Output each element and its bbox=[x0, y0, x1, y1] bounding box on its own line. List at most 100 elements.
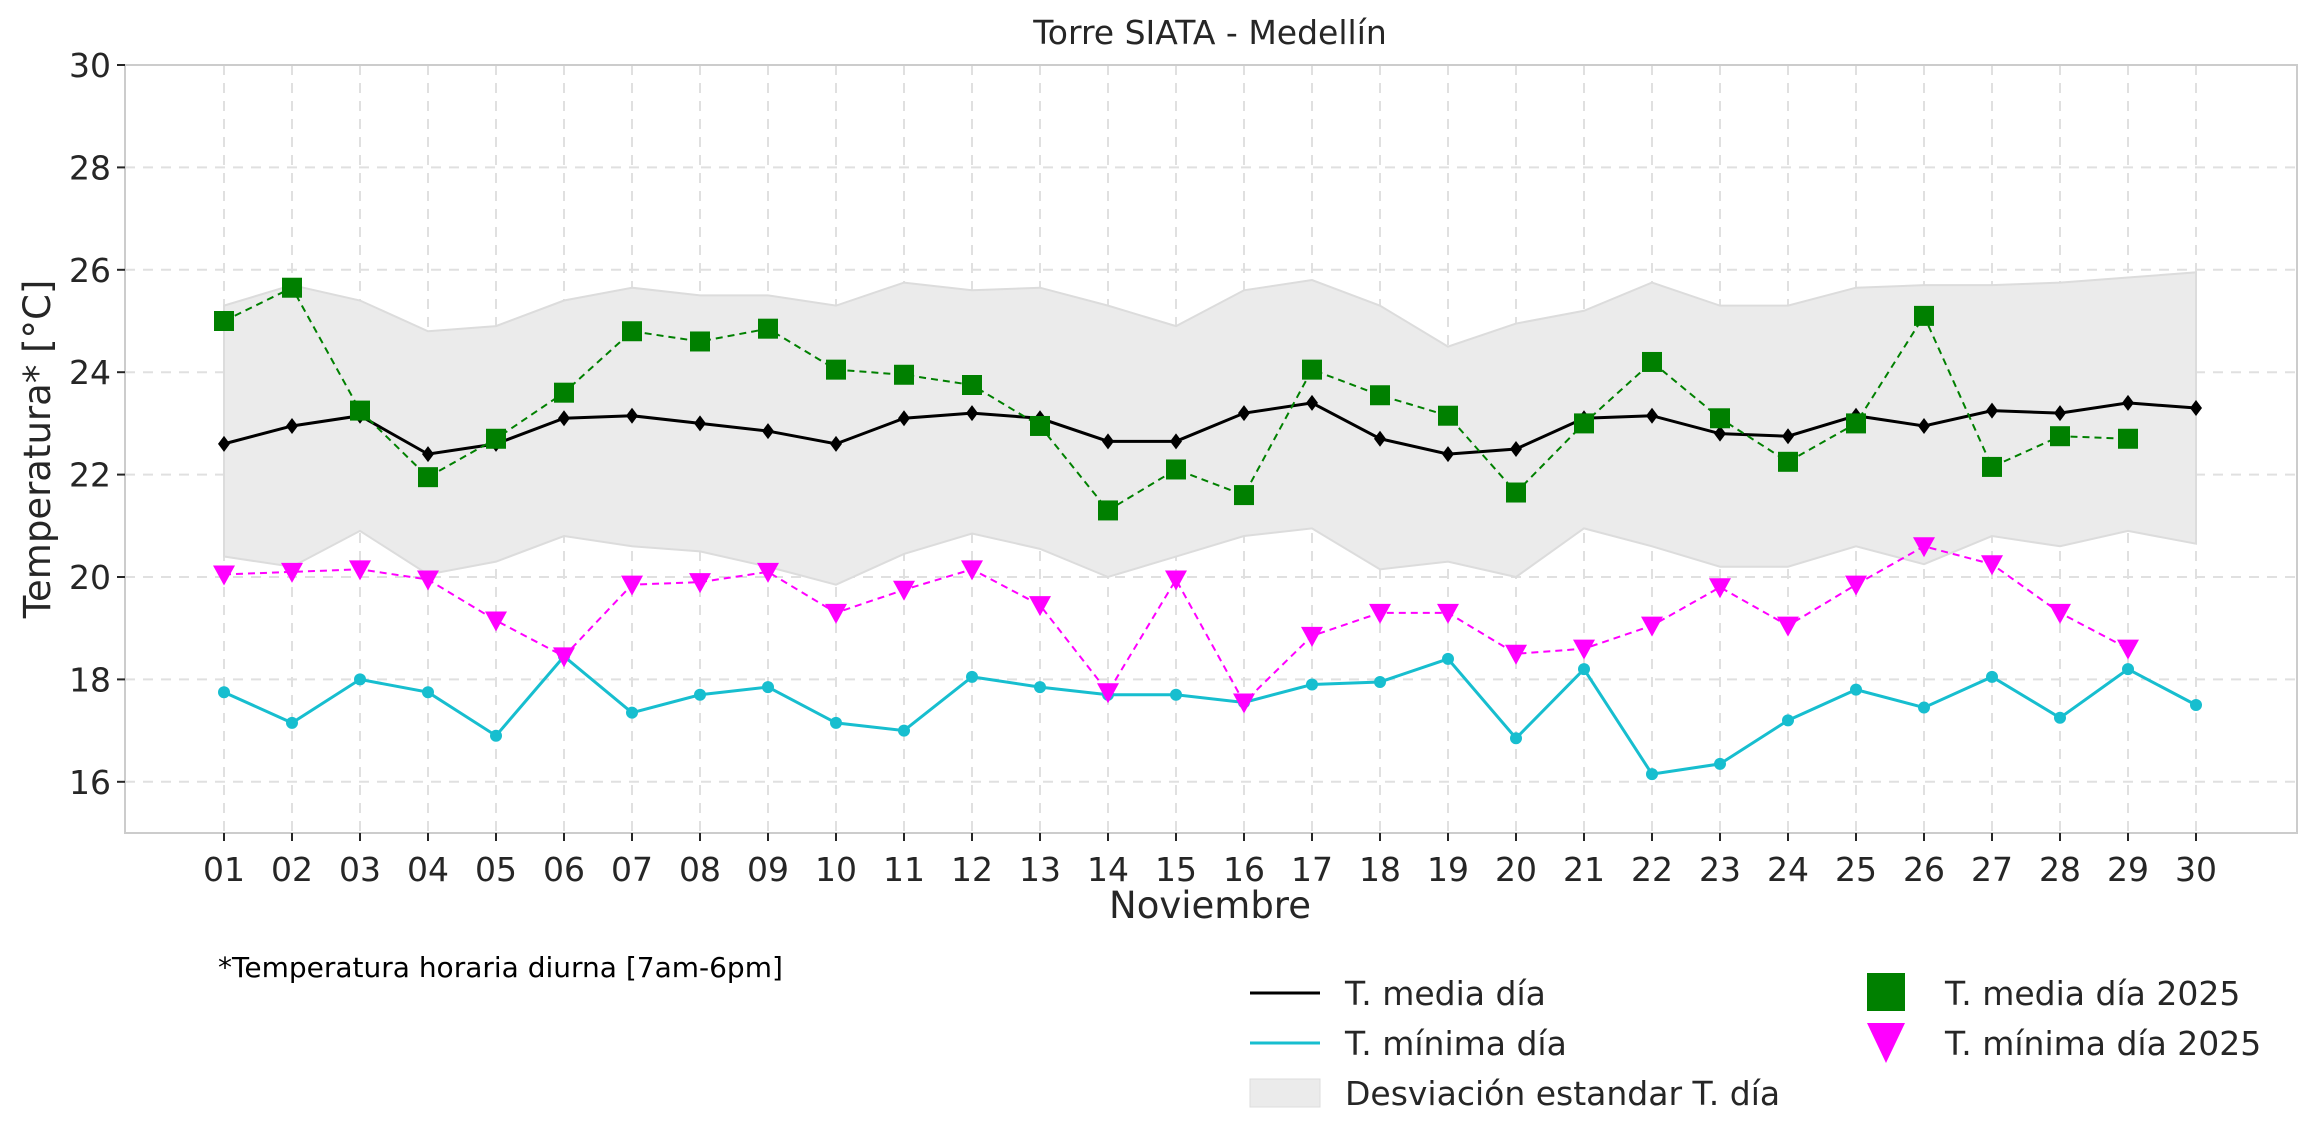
data-point-media-2025 bbox=[894, 364, 914, 385]
data-point-minima bbox=[422, 686, 434, 699]
data-point-media-2025 bbox=[758, 318, 778, 339]
data-point-media-2025 bbox=[418, 467, 438, 488]
annotation-note: *Temperatura horaria diurna [7am-6pm] bbox=[218, 951, 783, 984]
data-point-minima-2025 bbox=[1845, 575, 1867, 596]
data-point-media-2025 bbox=[2118, 428, 2138, 449]
x-tick-label: 28 bbox=[2039, 850, 2081, 889]
data-point-media bbox=[762, 423, 774, 440]
y-axis-label: Temperatura* [°C] bbox=[16, 280, 59, 620]
series-lines bbox=[223, 286, 2197, 776]
x-axis-label: Noviembre bbox=[1109, 884, 1311, 927]
x-tick-label: 08 bbox=[679, 850, 721, 889]
data-point-minima bbox=[1646, 768, 1658, 781]
x-tick-label: 10 bbox=[815, 850, 857, 889]
data-point-media bbox=[1646, 407, 1658, 424]
data-point-minima bbox=[218, 686, 230, 699]
x-tick-label: 27 bbox=[1971, 850, 2013, 889]
data-point-minima-2025 bbox=[1029, 596, 1051, 617]
data-point-media bbox=[2054, 405, 2066, 422]
data-point-minima-2025 bbox=[1165, 570, 1187, 591]
data-point-media-2025 bbox=[1098, 500, 1118, 521]
data-point-media bbox=[422, 446, 434, 463]
data-point-minima bbox=[762, 681, 774, 694]
legend-label: T. mínima día bbox=[1344, 1024, 1567, 1063]
data-point-media-2025 bbox=[622, 321, 642, 342]
series-line-t-media-d-a-2025 bbox=[223, 286, 2129, 512]
x-tick-label: 03 bbox=[339, 850, 381, 889]
y-ticks: 16 18 20 22 24 26 28 30 bbox=[69, 46, 125, 802]
x-tick-label: 13 bbox=[1019, 850, 1061, 889]
data-point-minima-2025 bbox=[485, 611, 507, 632]
series-markers bbox=[213, 277, 2202, 781]
data-point-minima bbox=[830, 716, 842, 729]
data-point-media bbox=[218, 435, 230, 452]
data-point-media-2025 bbox=[1846, 413, 1866, 434]
x-tick-label: 25 bbox=[1835, 850, 1877, 889]
data-point-media bbox=[626, 407, 638, 424]
x-tick-label: 04 bbox=[407, 850, 449, 889]
data-point-minima bbox=[1374, 675, 1386, 688]
data-point-minima-2025 bbox=[1233, 693, 1255, 714]
data-point-minima-2025 bbox=[825, 603, 847, 624]
data-point-minima bbox=[1170, 688, 1182, 701]
data-point-media-2025 bbox=[1030, 415, 1050, 436]
x-tick-label: 22 bbox=[1631, 850, 1673, 889]
legend-swatch-triangle bbox=[1867, 1023, 1905, 1063]
y-tick-label: 20 bbox=[69, 558, 111, 597]
legend-swatch-patch bbox=[1249, 1078, 1321, 1108]
data-point-minima-2025 bbox=[689, 573, 711, 594]
data-point-media bbox=[1714, 425, 1726, 442]
data-point-media bbox=[1442, 446, 1454, 463]
data-point-media-2025 bbox=[1506, 482, 1526, 503]
x-tick-label: 20 bbox=[1495, 850, 1537, 889]
data-point-media bbox=[2122, 394, 2134, 411]
data-point-minima bbox=[2190, 699, 2202, 711]
x-tick-label: 29 bbox=[2107, 850, 2149, 889]
data-point-media-2025 bbox=[1234, 485, 1254, 506]
data-point-media bbox=[898, 410, 910, 427]
data-point-minima-2025 bbox=[1437, 603, 1459, 624]
data-point-minima bbox=[898, 724, 910, 737]
data-point-minima-2025 bbox=[213, 565, 235, 586]
data-point-media-2025 bbox=[1166, 459, 1186, 480]
x-tick-label: 09 bbox=[747, 850, 789, 889]
data-point-media bbox=[1510, 441, 1522, 457]
x-tick-label: 05 bbox=[475, 850, 517, 889]
data-point-media-2025 bbox=[554, 382, 574, 403]
data-point-media-2025 bbox=[1302, 359, 1322, 380]
x-tick-label: 18 bbox=[1359, 850, 1401, 889]
data-point-minima bbox=[966, 670, 978, 683]
x-tick-label: 12 bbox=[951, 850, 993, 889]
y-tick-label: 30 bbox=[69, 46, 111, 85]
data-point-minima-2025 bbox=[1641, 616, 1663, 637]
data-point-minima-2025 bbox=[1301, 626, 1323, 647]
data-point-media bbox=[966, 405, 978, 422]
data-point-minima bbox=[286, 716, 298, 729]
data-point-media-2025 bbox=[1370, 385, 1390, 406]
data-point-minima-2025 bbox=[621, 575, 643, 596]
data-point-media bbox=[1306, 394, 1318, 411]
data-point-minima-2025 bbox=[1097, 683, 1119, 704]
x-tick-label: 17 bbox=[1291, 850, 1333, 889]
x-tick-label: 01 bbox=[203, 850, 245, 889]
data-point-minima bbox=[1510, 732, 1522, 745]
legend-label: T. mínima día 2025 bbox=[1944, 1024, 2261, 1063]
data-point-media bbox=[1374, 430, 1386, 447]
data-point-minima-2025 bbox=[349, 560, 371, 581]
series-line-t-media-d-a bbox=[223, 401, 2197, 456]
plot-frame bbox=[124, 64, 2298, 834]
y-tick-label: 16 bbox=[69, 763, 111, 802]
x-ticks: 01 02 03 04 05 06 07 08 09 10 11 12 13 14 15 16 17 18 19 20… bbox=[203, 833, 2217, 889]
y-tick-label: 22 bbox=[69, 456, 111, 495]
data-point-media-2025 bbox=[1982, 456, 2002, 477]
data-point-media-2025 bbox=[826, 359, 846, 380]
data-point-minima bbox=[694, 688, 706, 701]
data-point-media bbox=[1986, 402, 1998, 419]
y-tick-label: 18 bbox=[69, 660, 111, 699]
data-point-minima-2025 bbox=[281, 562, 303, 583]
legend-label: T. media día bbox=[1344, 974, 1546, 1013]
data-point-minima-2025 bbox=[1709, 578, 1731, 599]
data-point-media bbox=[1238, 405, 1250, 422]
x-tick-label: 21 bbox=[1563, 850, 1605, 889]
